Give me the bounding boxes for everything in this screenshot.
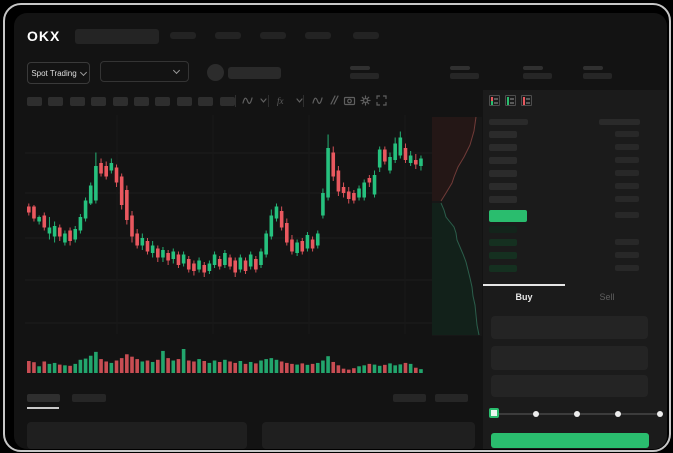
- bottom-active-tab-underline: [27, 407, 59, 409]
- buy-tab-indicator: [483, 284, 565, 286]
- history-panel-placeholder: [262, 422, 475, 449]
- interval-button-placeholder[interactable]: [113, 97, 128, 106]
- stat-label-placeholder: [450, 66, 470, 70]
- amount-slider-stop[interactable]: [615, 411, 621, 417]
- nav-item-placeholder[interactable]: [215, 32, 241, 39]
- svg-text:fx: fx: [277, 96, 284, 106]
- stat-value-placeholder: [523, 73, 552, 79]
- ask-row-price[interactable]: [489, 157, 517, 164]
- market-type-label: Spot Trading: [31, 68, 77, 78]
- amount-slider-handle[interactable]: [489, 408, 499, 418]
- orderbook-asks-icon[interactable]: [521, 95, 532, 106]
- interval-button-placeholder[interactable]: [91, 97, 106, 106]
- app-window: OKX Spot Trading Buy Sell fx: [14, 13, 667, 449]
- candle-style-icon[interactable]: [241, 94, 254, 107]
- last-price-bar[interactable]: [489, 210, 527, 222]
- stat-value-placeholder: [450, 73, 479, 79]
- ask-row-amount: [615, 131, 639, 137]
- orders-panel-placeholder: [27, 422, 247, 449]
- bid-row-price[interactable]: [489, 252, 517, 259]
- nav-item-placeholder[interactable]: [305, 32, 331, 39]
- bid-row-amount: [615, 239, 639, 245]
- camera-icon[interactable]: [343, 94, 356, 107]
- settings-gear-icon[interactable]: [359, 94, 372, 107]
- ask-row-amount: [615, 183, 639, 189]
- interval-button-placeholder[interactable]: [134, 97, 149, 106]
- orderbook-both-icon[interactable]: [489, 95, 500, 106]
- amount-slider-stop[interactable]: [574, 411, 580, 417]
- amount-slider-stop[interactable]: [533, 411, 539, 417]
- orderbook-header-price: [489, 119, 528, 125]
- stat-label-placeholder: [583, 66, 603, 70]
- ask-row-price[interactable]: [489, 196, 517, 203]
- chevron-down-icon: [79, 68, 87, 76]
- interval-button-placeholder[interactable]: [177, 97, 192, 106]
- okx-logo: OKX: [27, 28, 61, 44]
- chevron-down-icon: [172, 66, 181, 75]
- bottom-tab[interactable]: [72, 394, 106, 402]
- bottom-action[interactable]: [435, 394, 468, 402]
- orderbook-header-amount: [599, 119, 640, 125]
- toolbar-divider: [268, 95, 269, 107]
- pair-name-placeholder: [228, 67, 281, 79]
- interval-button-placeholder[interactable]: [198, 97, 213, 106]
- volume-chart[interactable]: [25, 346, 483, 374]
- last-price-amount: [615, 212, 639, 218]
- toolbar-divider: [303, 95, 304, 107]
- nav-item-placeholder[interactable]: [353, 32, 379, 39]
- bid-row-price[interactable]: [489, 239, 517, 246]
- toolbar-divider: [235, 95, 236, 107]
- pair-avatar[interactable]: [207, 64, 224, 81]
- stat-label-placeholder: [523, 66, 543, 70]
- order-amount-input[interactable]: [491, 346, 648, 370]
- buy-submit-button[interactable]: [491, 433, 649, 448]
- order-price-input[interactable]: [491, 316, 648, 339]
- bid-row-amount: [615, 252, 639, 258]
- interval-button-placeholder[interactable]: [48, 97, 63, 106]
- indicators-icon[interactable]: fx: [275, 94, 288, 107]
- fullscreen-icon[interactable]: [375, 94, 388, 107]
- depth-chart: [432, 116, 482, 336]
- nav-item-placeholder[interactable]: [170, 32, 196, 39]
- nav-item-placeholder[interactable]: [260, 32, 286, 39]
- stat-value-placeholder: [583, 73, 612, 79]
- header-search-placeholder[interactable]: [75, 29, 159, 44]
- compare-icon[interactable]: [327, 94, 340, 107]
- chevron-down-icon[interactable]: [293, 94, 306, 107]
- ask-row-amount: [615, 196, 639, 202]
- bid-row-price[interactable]: [489, 226, 517, 233]
- market-type-selector[interactable]: Spot Trading: [27, 62, 90, 84]
- ask-row-price[interactable]: [489, 144, 517, 151]
- ask-row-price[interactable]: [489, 183, 517, 190]
- interval-button-placeholder[interactable]: [220, 97, 235, 106]
- candlestick-chart[interactable]: [25, 115, 483, 339]
- orderbook-bids-icon[interactable]: [505, 95, 516, 106]
- device-frame: OKX Spot Trading Buy Sell fx: [3, 3, 671, 452]
- pair-selector[interactable]: [100, 61, 189, 82]
- stat-value-placeholder: [350, 73, 379, 79]
- bid-row-amount: [615, 265, 639, 271]
- interval-button-placeholder[interactable]: [27, 97, 42, 106]
- stat-label-placeholder: [350, 66, 370, 70]
- bid-row-price[interactable]: [489, 265, 517, 272]
- bottom-tab-active[interactable]: [27, 394, 60, 402]
- amount-slider-stop[interactable]: [657, 411, 663, 417]
- bottom-action[interactable]: [393, 394, 426, 402]
- order-total-input[interactable]: [491, 375, 648, 397]
- line-tool-icon[interactable]: [311, 94, 324, 107]
- interval-button-placeholder[interactable]: [70, 97, 85, 106]
- ask-row-amount: [615, 170, 639, 176]
- ask-row-amount: [615, 157, 639, 163]
- chevron-down-icon[interactable]: [257, 94, 270, 107]
- tab-sell[interactable]: Sell: [599, 292, 615, 302]
- interval-button-placeholder[interactable]: [155, 97, 170, 106]
- tab-buy[interactable]: Buy: [515, 292, 533, 302]
- ask-row-price[interactable]: [489, 170, 517, 177]
- ask-row-price[interactable]: [489, 131, 517, 138]
- ask-row-amount: [615, 144, 639, 150]
